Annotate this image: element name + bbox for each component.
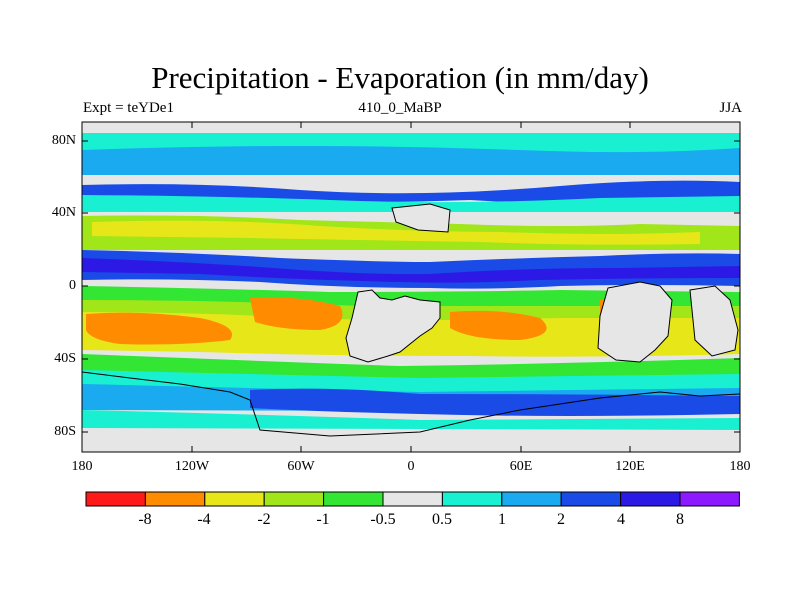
land-mass-3 xyxy=(690,286,738,356)
colorbar-label: 2 xyxy=(557,511,565,528)
colorbar-label: 1 xyxy=(498,511,506,528)
lon-label-120w: 120W xyxy=(174,459,210,474)
lat-label-0: 0 xyxy=(69,278,76,293)
band-40n-teal xyxy=(82,195,740,212)
colorbar-label: 8 xyxy=(676,511,684,528)
colorbar-label: 4 xyxy=(617,511,625,528)
map-title: Precipitation - Evaporation (in mm/day) xyxy=(151,60,649,95)
lat-label-40s: 40S xyxy=(54,351,76,366)
period-label: 410_0_MaBP xyxy=(358,100,442,116)
precip-field xyxy=(82,122,740,452)
colorbar-swatch xyxy=(204,491,265,507)
band-equator-dark xyxy=(82,258,740,283)
dry-patch-1 xyxy=(86,312,232,345)
colorbar-label: -4 xyxy=(197,511,211,528)
colorbar-swatch xyxy=(263,491,325,507)
colorbar-swatch xyxy=(560,491,622,507)
lat-label-40n: 40N xyxy=(51,205,76,220)
lat-label-80n: 80N xyxy=(51,133,76,148)
lon-label-60w: 60W xyxy=(287,459,315,474)
land-mass-2 xyxy=(598,282,672,362)
colorbar-label: -8 xyxy=(138,511,152,528)
lon-ticks xyxy=(81,122,741,452)
lon-label-180w: 180 xyxy=(71,459,93,474)
lon-label-0: 0 xyxy=(407,459,415,474)
land-mass-1 xyxy=(346,290,440,362)
dry-patch-3 xyxy=(450,310,547,340)
band-20n-yellow xyxy=(92,220,700,245)
band-north-light-blue xyxy=(82,146,740,175)
band-55s-blue xyxy=(250,388,740,416)
coastlines xyxy=(82,203,740,437)
season-label: JJA xyxy=(719,100,742,116)
colorbar-swatch xyxy=(85,491,146,507)
colorbar-label: -0.5 xyxy=(370,511,396,528)
colorbar-swatch xyxy=(323,491,384,507)
lon-label-180e: 180 xyxy=(729,459,751,474)
colorbar xyxy=(85,491,740,507)
colorbar-swatch xyxy=(679,491,740,507)
band-40s-green xyxy=(82,354,740,380)
colorbar-swatch xyxy=(144,491,206,507)
land-mass-4 xyxy=(392,204,450,232)
lat-ticks xyxy=(82,140,740,433)
colorbar-label: 0.5 xyxy=(432,511,452,528)
colorbar-label: -2 xyxy=(257,511,271,528)
colorbar-swatch xyxy=(382,491,443,507)
colorbar-label: -1 xyxy=(316,511,330,528)
band-65s-teal xyxy=(82,410,740,430)
experiment-label: Expt = teYDe1 xyxy=(83,100,174,116)
lon-label-60e: 60E xyxy=(509,459,533,474)
lon-label-120e: 120E xyxy=(615,459,645,474)
dry-patch-2 xyxy=(250,297,343,330)
lat-label-80s: 80S xyxy=(54,424,76,439)
colorbar-swatch xyxy=(501,491,562,507)
colorbar-swatch xyxy=(620,491,681,507)
colorbar-swatch xyxy=(441,491,503,507)
